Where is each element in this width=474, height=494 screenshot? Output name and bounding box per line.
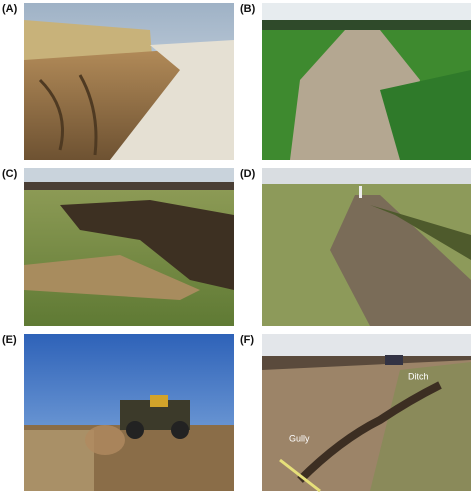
crop xyxy=(380,70,471,160)
gully-path xyxy=(290,30,420,160)
panel-label: (E) xyxy=(2,334,17,346)
photo-f xyxy=(262,334,471,493)
sand-bed xyxy=(110,40,234,160)
gully xyxy=(297,381,442,483)
tractor xyxy=(385,355,403,365)
tree-line xyxy=(24,182,234,190)
tree-line xyxy=(262,20,471,30)
loader-cab xyxy=(150,395,168,407)
gully-bed xyxy=(330,195,471,326)
wheel xyxy=(126,421,144,439)
wheel xyxy=(171,421,189,439)
gully-wall xyxy=(24,50,190,160)
photo-d xyxy=(262,168,471,326)
dust xyxy=(85,425,125,455)
gully xyxy=(60,200,234,290)
stick xyxy=(279,458,321,493)
photo-a xyxy=(24,3,234,160)
person xyxy=(359,186,362,198)
photo-e xyxy=(24,334,234,491)
panel-label: (C) xyxy=(2,168,18,180)
panel-label: (A) xyxy=(2,3,18,15)
annotation: Gully xyxy=(289,433,310,443)
photo-b xyxy=(262,3,471,160)
dry-grass xyxy=(24,430,94,491)
panel-label: (D) xyxy=(240,168,256,180)
grass-strip xyxy=(370,362,471,491)
panel-label: (F) xyxy=(240,334,254,346)
bank xyxy=(370,205,471,260)
photo-c xyxy=(24,168,234,326)
eroded-bank xyxy=(24,255,200,300)
panel-label: (B) xyxy=(240,3,256,15)
annotation: Ditch xyxy=(408,371,429,381)
cracks xyxy=(38,74,98,156)
